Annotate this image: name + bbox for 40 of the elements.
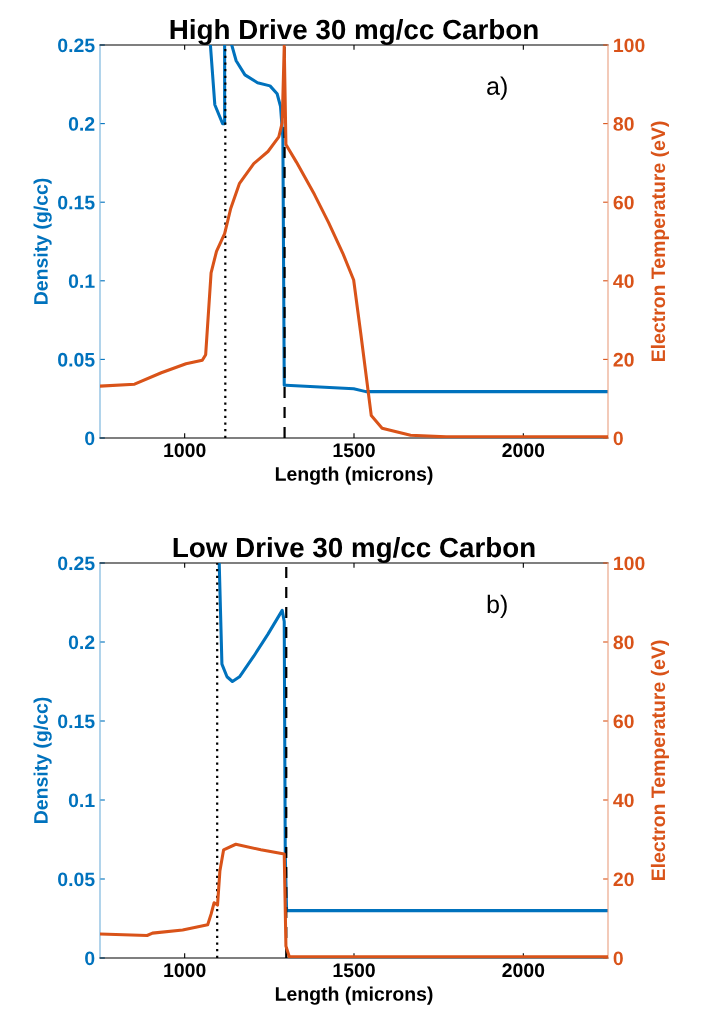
y2-tick-label: 40 [613, 274, 634, 289]
y-tick-label: 0.25 [58, 38, 95, 53]
chart-title: High Drive 30 mg/cc Carbon [170, 18, 538, 45]
x-tick-label: 2000 [502, 443, 545, 458]
y2-tick-label: 40 [613, 793, 634, 808]
x-tick-label: 1500 [333, 963, 375, 978]
y-tick-label: 0.15 [58, 195, 95, 210]
y2-tick-label: 80 [613, 635, 634, 650]
y2-tick-label: 80 [613, 117, 634, 131]
x-tick-label: 1000 [164, 443, 206, 458]
y-axis-title: Density (g/cc) [33, 697, 52, 823]
y2-tick-label: 20 [613, 872, 634, 887]
y2-tick-label: 100 [614, 38, 645, 53]
annotation: b) [487, 594, 507, 619]
y-tick-label: 0 [85, 951, 95, 966]
y2-tick-label: 60 [613, 195, 634, 210]
chart-title: Low Drive 30 mg/cc Carbon [173, 536, 535, 563]
y-tick-label: 0 [85, 431, 95, 446]
y2-axis-title: Electron Temperature (eV) [650, 640, 669, 881]
x-tick-label: 1000 [164, 963, 206, 978]
y2-tick-label: 20 [613, 352, 634, 367]
x-axis-title: Length (microns) [275, 986, 433, 1005]
x-tick-label: 2000 [502, 963, 545, 978]
annotation: a) [487, 76, 507, 100]
y-tick-label: 0.05 [58, 872, 95, 887]
x-tick-label: 1500 [333, 443, 375, 458]
x-axis-title: Length (microns) [275, 466, 433, 485]
y2-tick-label: 0 [613, 431, 623, 446]
y-tick-label: 0.05 [58, 352, 95, 367]
y-tick-label: 0.1 [68, 793, 95, 808]
y-tick-label: 0.25 [58, 556, 95, 571]
y2-tick-label: 0 [613, 951, 623, 966]
y2-tick-label: 60 [613, 714, 634, 729]
y-tick-label: 0.15 [58, 714, 95, 729]
y-tick-label: 0.1 [68, 274, 95, 289]
y2-axis-title: Electron Temperature (eV) [650, 121, 669, 362]
y-axis-title: Density (g/cc) [33, 178, 52, 304]
y-tick-label: 0.2 [68, 117, 95, 131]
y2-tick-label: 100 [614, 556, 645, 571]
y-tick-label: 0.2 [68, 635, 95, 650]
